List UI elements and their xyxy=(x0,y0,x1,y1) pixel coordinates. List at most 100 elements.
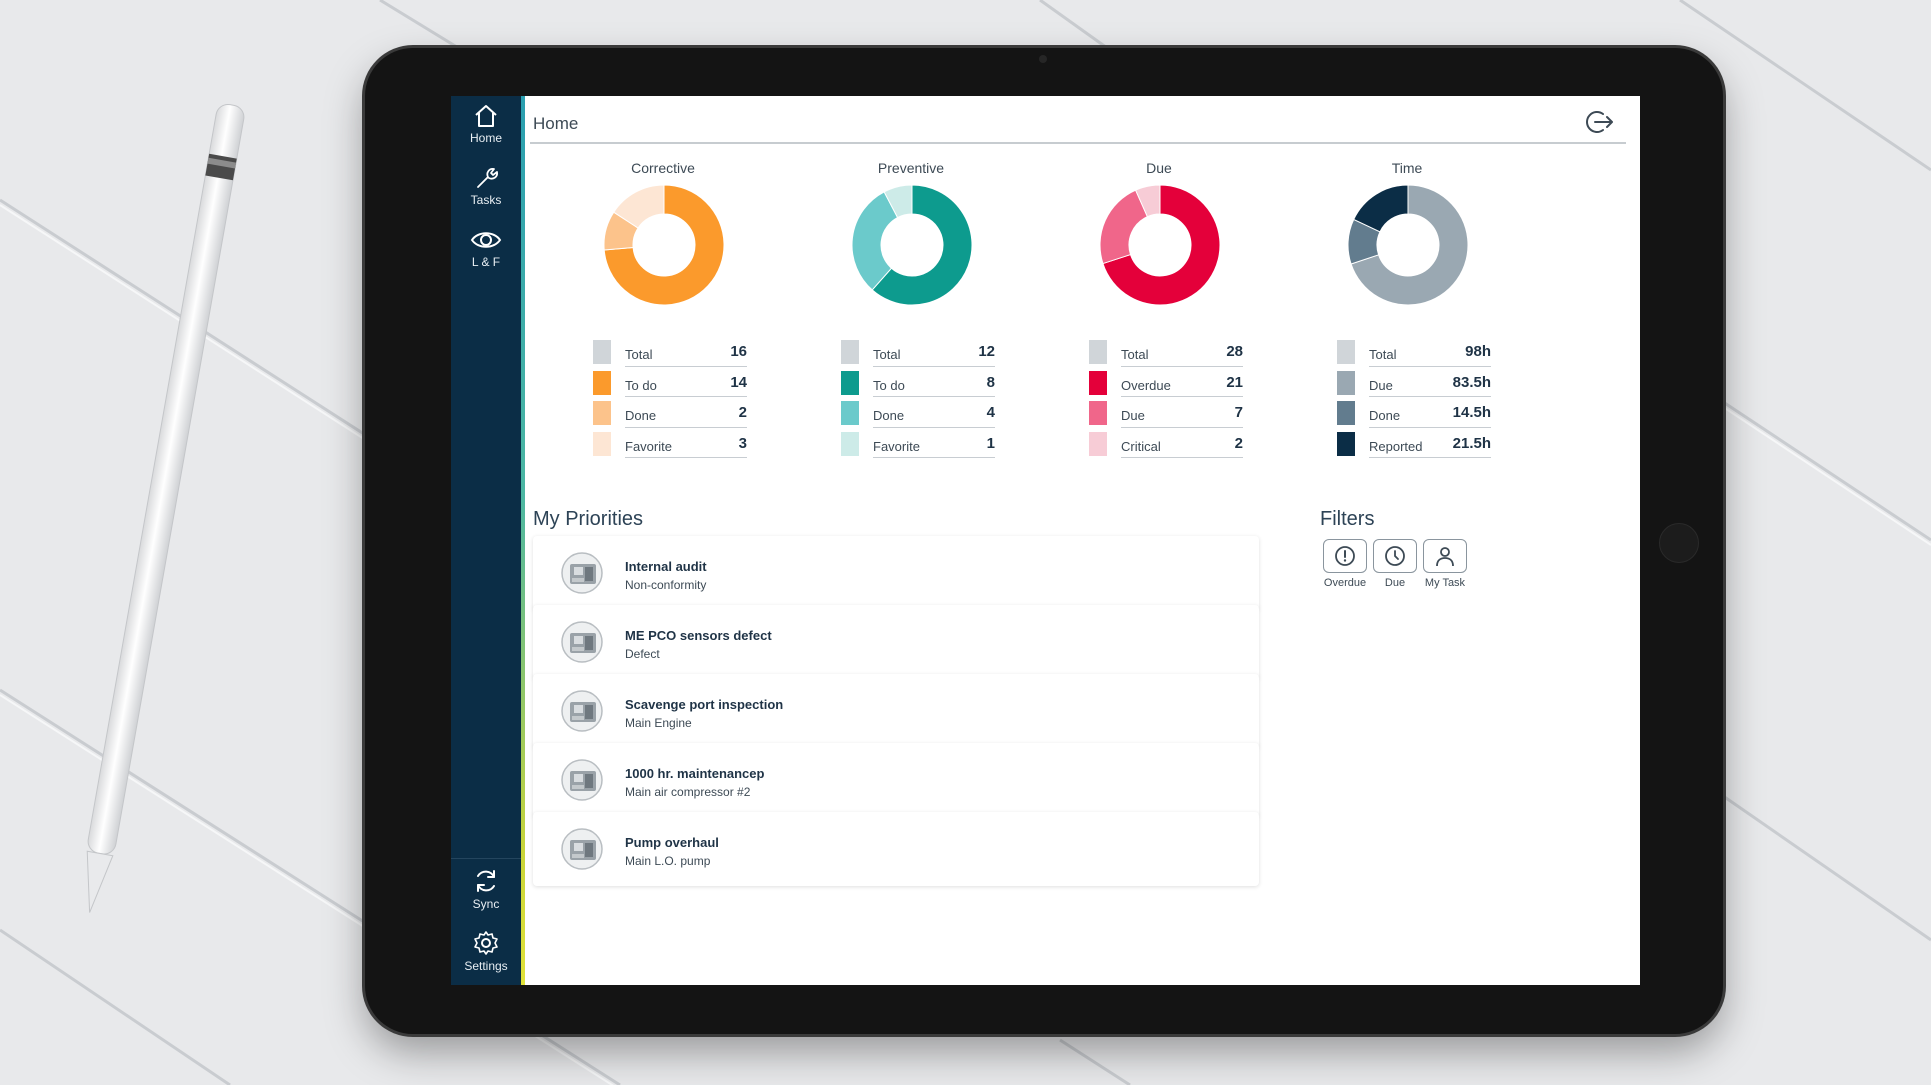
chart-title: Preventive xyxy=(877,160,945,176)
legend-underline xyxy=(625,457,747,458)
legend-row-to-do: To do 14 xyxy=(593,369,763,400)
legend-value: 3 xyxy=(738,434,747,452)
nav-settings-label: Settings xyxy=(464,959,508,973)
equipment-thumbnail-icon xyxy=(561,828,603,870)
donut-chart xyxy=(603,184,725,306)
donut-slice-due xyxy=(1350,184,1469,306)
legend-label: Total xyxy=(873,347,901,362)
filter-my-task-button[interactable] xyxy=(1423,539,1467,573)
legend-value: 7 xyxy=(1234,404,1243,421)
legend-swatch xyxy=(841,340,859,364)
legend-underline xyxy=(1121,457,1243,458)
nav-home[interactable]: Home xyxy=(451,104,521,145)
nav-settings[interactable]: Settings xyxy=(451,930,521,973)
legend-row-total: Total 12 xyxy=(841,338,1011,369)
legend-swatch xyxy=(841,401,859,425)
priority-title: ME PCO sensors defect xyxy=(625,628,772,643)
legend-underline xyxy=(1369,457,1491,458)
user-icon xyxy=(1436,547,1454,567)
donut-slice-overdue xyxy=(1102,184,1221,306)
priority-card[interactable]: Pump overhaul Main L.O. pump xyxy=(533,812,1259,886)
legend-label: Total xyxy=(1369,347,1397,362)
donut-slice-to-do xyxy=(603,184,725,306)
filter-overdue-button[interactable] xyxy=(1323,539,1367,573)
donut-chart xyxy=(1347,184,1469,306)
legend-label: Overdue xyxy=(1121,377,1171,393)
legend-label: Favorite xyxy=(625,438,672,454)
legend-value: 14.5h xyxy=(1452,404,1491,421)
gear-icon xyxy=(474,931,498,955)
sync-icon xyxy=(477,870,495,892)
legend-label: Reported xyxy=(1369,438,1423,454)
legend-swatch xyxy=(593,370,611,395)
legend-swatch xyxy=(841,370,859,395)
legend-swatch xyxy=(1089,370,1107,395)
legend-swatch xyxy=(593,401,611,425)
legend-row-reported: Reported 21.5h xyxy=(1337,430,1507,461)
front-camera xyxy=(1039,55,1047,63)
legend-value: 83.5h xyxy=(1452,373,1491,391)
legend-label: Done xyxy=(873,408,905,423)
legend-underline xyxy=(873,365,995,367)
chart-legend: Total 98h Due 83.5h Done 14.5h Reported 21.5h xyxy=(1337,338,1507,460)
legend-row-total: Total 98h xyxy=(1337,338,1507,369)
legend-row-to-do: To do 8 xyxy=(841,369,1011,400)
legend-value: 8 xyxy=(986,373,995,391)
legend-value: 21 xyxy=(1226,373,1243,391)
legend-row-favorite: Favorite 3 xyxy=(593,430,763,461)
legend-underline xyxy=(625,365,747,367)
header-divider xyxy=(530,142,1626,144)
legend-underline xyxy=(625,426,747,428)
legend-value: 98h xyxy=(1465,343,1491,360)
sidebar-accent-bar xyxy=(521,96,525,985)
legend-swatch xyxy=(1089,340,1107,364)
sidebar-divider xyxy=(451,858,521,859)
chart-title: Corrective xyxy=(631,160,695,176)
legend-underline xyxy=(1369,365,1491,367)
equipment-thumbnail-icon xyxy=(561,552,603,594)
legend-row-overdue: Overdue 21 xyxy=(1089,369,1259,400)
legend-value: 14 xyxy=(730,373,747,391)
filter-overdue-label: Overdue xyxy=(1323,577,1367,589)
priority-card[interactable]: 1000 hr. maintenancep Main air compressor… xyxy=(533,743,1259,817)
legend-swatch xyxy=(1337,431,1355,456)
legend-swatch xyxy=(593,431,611,456)
legend-value: 1 xyxy=(986,434,995,452)
priority-card[interactable]: Scavenge port inspection Main Engine xyxy=(533,674,1259,748)
logout-icon[interactable] xyxy=(1583,108,1615,136)
legend-label: To do xyxy=(625,377,657,393)
equipment-thumbnail-icon xyxy=(561,621,603,663)
legend-label: Done xyxy=(625,408,657,423)
legend-underline xyxy=(1369,396,1491,397)
nav-lf[interactable]: L & F xyxy=(451,228,521,269)
equipment-thumbnail-icon xyxy=(561,690,603,732)
priority-subtitle: Defect xyxy=(625,647,660,661)
filter-due-button[interactable] xyxy=(1373,539,1417,573)
legend-swatch xyxy=(1089,401,1107,425)
legend-row-total: Total 16 xyxy=(593,338,763,369)
priority-card[interactable]: ME PCO sensors defect Defect xyxy=(533,605,1259,679)
chart-title: Due xyxy=(1146,160,1172,176)
donut-slice-reported xyxy=(1353,184,1409,233)
legend-label: Done xyxy=(1369,408,1401,423)
legend-underline xyxy=(625,396,747,397)
priority-title: 1000 hr. maintenancep xyxy=(625,766,765,781)
eye-icon xyxy=(470,232,502,248)
legend-row-total: Total 28 xyxy=(1089,338,1259,369)
legend-swatch xyxy=(1089,431,1107,456)
legend-label: Due xyxy=(1121,408,1145,423)
chart-title: Time xyxy=(1391,160,1423,176)
filter-my-task-label: My Task xyxy=(1424,577,1466,589)
legend-underline xyxy=(1121,426,1243,428)
priority-subtitle: Main L.O. pump xyxy=(625,854,711,868)
priority-card[interactable]: Internal audit Non-conformity xyxy=(533,536,1259,610)
nav-sync[interactable]: Sync xyxy=(451,868,521,911)
legend-value: 2 xyxy=(1234,434,1243,452)
legend-value: 2 xyxy=(738,404,747,421)
priority-title: Pump overhaul xyxy=(625,835,719,850)
priority-subtitle: Main Engine xyxy=(625,716,692,730)
donut-slice-favorite xyxy=(613,184,665,229)
legend-underline xyxy=(873,396,995,397)
priority-title: Scavenge port inspection xyxy=(625,697,784,712)
nav-tasks[interactable]: Tasks xyxy=(451,166,521,207)
